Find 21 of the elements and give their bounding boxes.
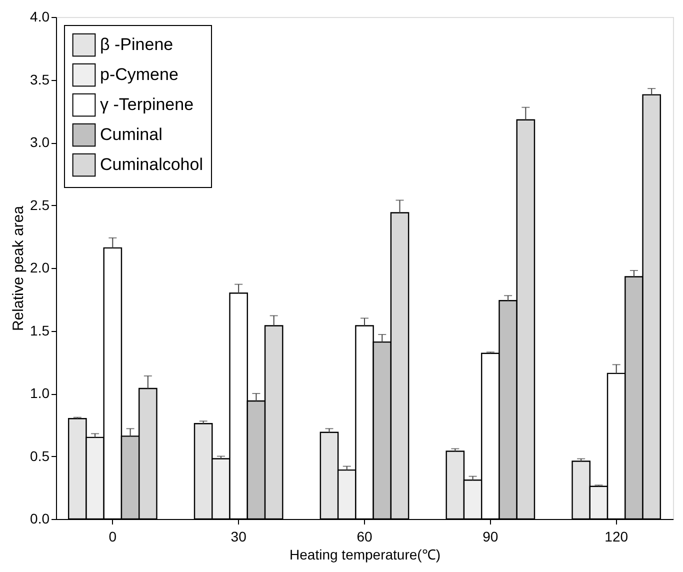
legend-label: β -Pinene (100, 35, 174, 54)
y-axis-title: Relative peak area (10, 205, 28, 332)
y-tick-label: 4.0 (30, 8, 50, 24)
legend-label: γ -Terpinene (100, 95, 194, 114)
y-tick-label: 0.5 (30, 448, 50, 464)
y-tick-label: 0.0 (30, 510, 50, 526)
legend-label: Cuminal (100, 125, 162, 144)
x-tick-label: 0 (108, 528, 117, 544)
x-tick-label: 120 (604, 528, 628, 544)
x-tick-label: 30 (230, 528, 247, 544)
y-tick-label: 3.0 (30, 134, 50, 150)
x-tick-label: 60 (356, 528, 372, 544)
y-tick-label: 2.5 (30, 196, 50, 213)
x-axis-title: Heating temperature(℃) (290, 546, 440, 562)
x-tick-label: 90 (482, 528, 498, 544)
y-tick-label: 1.0 (30, 385, 50, 401)
legend-label: p-Cymene (100, 65, 178, 84)
y-tick-label: 2.0 (30, 260, 50, 276)
y-tick-label: 3.5 (30, 71, 50, 88)
y-tick-label: 1.5 (30, 322, 50, 338)
legend-label: Cuminalcohol (100, 155, 203, 174)
